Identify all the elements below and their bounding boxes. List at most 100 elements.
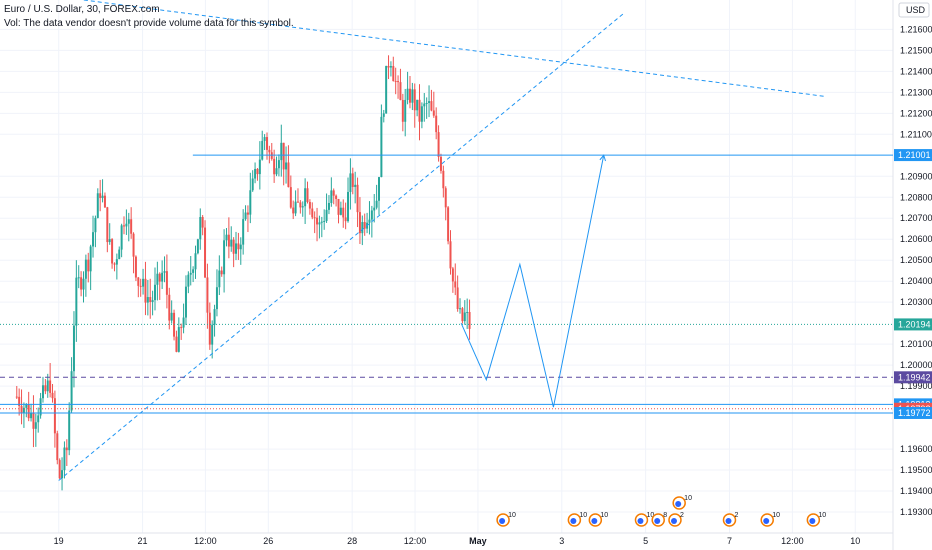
candle-body [101, 195, 104, 199]
candle-body [34, 422, 37, 429]
y-tick-label: 1.20000 [900, 360, 932, 370]
y-tick-label: 1.20400 [900, 276, 932, 286]
candle-body [230, 239, 233, 247]
candle-body [256, 168, 259, 175]
candle-body [282, 142, 285, 170]
candle-body [96, 193, 99, 218]
candle-body [454, 281, 457, 288]
candle-body [51, 392, 54, 399]
event-marker-label: 2 [680, 512, 684, 519]
candle-body [292, 207, 295, 214]
trendline-rising-support[interactable] [58, 12, 625, 481]
candle-body [463, 312, 466, 322]
candle-body [106, 207, 109, 243]
candle-body [215, 287, 218, 310]
candle-body [84, 259, 87, 279]
candle-body [77, 277, 80, 279]
symbol-title[interactable]: Euro / U.S. Dollar, 30, FOREX.com [4, 4, 160, 15]
candle-body [189, 272, 192, 275]
candle-body [258, 159, 261, 175]
event-marker-label: 10 [579, 512, 587, 519]
candle-body [206, 277, 209, 313]
candle-body [225, 234, 228, 241]
candle-body [325, 209, 328, 221]
candle-body [335, 195, 338, 199]
currency-box[interactable] [898, 2, 930, 18]
candle-body [80, 277, 83, 290]
candle-body [20, 406, 23, 414]
candle-body [420, 106, 423, 122]
candle-body [349, 173, 352, 192]
candle-body [192, 269, 195, 273]
x-tick-label: 26 [263, 536, 273, 546]
candle-body [156, 273, 159, 285]
candle-body [263, 137, 266, 141]
candle-body [389, 66, 392, 68]
price-badge-label: 1.19942 [898, 372, 931, 382]
candle-body [223, 240, 226, 275]
candle-body [123, 225, 126, 227]
event-marker-dot [763, 518, 770, 524]
projection-path[interactable] [460, 155, 605, 408]
x-tick-label: 19 [54, 536, 64, 546]
candle-body [149, 297, 152, 303]
candle-body [368, 219, 371, 223]
candle-body [387, 65, 390, 68]
candle-body [358, 212, 361, 234]
candle-body [70, 371, 73, 411]
candle-body [313, 217, 316, 219]
candle-body [125, 223, 128, 227]
candle-body [182, 317, 185, 328]
candle-body [416, 99, 419, 111]
candle-body [311, 208, 314, 218]
candle-body [27, 404, 30, 419]
y-tick-label: 1.19900 [900, 381, 932, 391]
candle-body [468, 312, 471, 329]
candle-body [120, 225, 123, 250]
candle-body [168, 294, 171, 321]
candle-body [289, 187, 292, 208]
candle-body [208, 312, 211, 345]
candle-body [201, 217, 204, 228]
candle-body [456, 287, 459, 309]
candle-body [332, 190, 335, 196]
y-tick-label: 1.19300 [900, 507, 932, 517]
candle-body [139, 285, 142, 287]
candle-body [373, 207, 376, 211]
event-marker-label: 10 [646, 512, 654, 519]
candle-body [196, 239, 199, 254]
event-marker-label: 10 [508, 512, 516, 519]
event-marker-label: 10 [600, 512, 608, 519]
candle-body [111, 239, 114, 264]
candle-body [394, 81, 397, 83]
candle-body [53, 398, 56, 434]
candle-body [275, 168, 278, 175]
candle-body [304, 188, 307, 207]
y-tick-label: 1.20800 [900, 192, 932, 202]
candle-body [378, 177, 381, 201]
candle-body [277, 160, 280, 169]
candle-body [273, 158, 276, 175]
candle-body [30, 412, 33, 419]
trendline-upper-resistance[interactable] [83, 0, 826, 98]
candle-body [15, 396, 18, 398]
projection-arrowhead [599, 154, 606, 162]
candle-body [425, 102, 428, 104]
candle-body [270, 152, 273, 159]
y-tick-label: 1.20500 [900, 255, 932, 265]
candle-body [327, 202, 330, 210]
price-badge-label: 1.20194 [898, 319, 931, 329]
y-tick-label: 1.20700 [900, 213, 932, 223]
candle-body [439, 156, 442, 171]
x-tick-label: 21 [138, 536, 148, 546]
event-marker-label: 10 [772, 512, 780, 519]
candle-body [180, 327, 183, 329]
candle-body [447, 207, 450, 242]
candle-body [165, 271, 168, 295]
candle-body [251, 178, 254, 191]
candle-body [161, 272, 164, 282]
candle-body [320, 221, 323, 223]
candle-body [61, 470, 64, 479]
candle-body [115, 259, 118, 265]
